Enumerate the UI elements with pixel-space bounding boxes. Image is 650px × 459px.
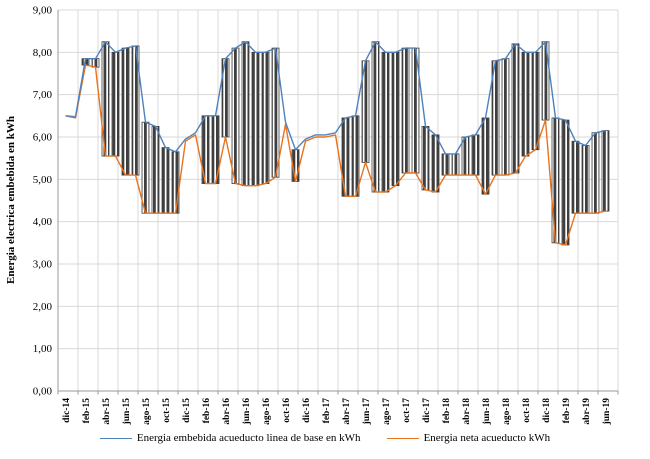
x-tick-label: oct-17	[402, 398, 412, 423]
legend-line-sample-baseline	[99, 437, 132, 439]
updown-bar	[441, 153, 450, 176]
y-axis-title: Energia electrica embebida en kWh	[5, 116, 17, 284]
updown-bar	[171, 151, 180, 214]
axis-labels-layer: 0,00 1,00 2,00 3,00 4,00 5,00 6,00 7,00 8,00 9,00…	[33, 5, 612, 426]
updown-bar	[241, 41, 250, 187]
series-lines-layer	[65, 41, 606, 246]
chart-legend: Energia embebida acueducto linea de base…	[0, 432, 650, 444]
y-tick-label: 6,00	[33, 132, 53, 144]
x-tick-label: oct-16	[282, 398, 292, 423]
x-tick-label: abr-17	[342, 398, 352, 425]
x-tick-label: feb-19	[562, 398, 572, 424]
updown-bar	[151, 126, 160, 214]
y-tick-label: 9,00	[33, 5, 53, 17]
y-tick-label: 4,00	[33, 216, 53, 228]
x-tick-label: dic-17	[422, 398, 432, 423]
x-tick-label: abr-18	[462, 398, 472, 425]
x-tick-label: abr-19	[582, 398, 592, 425]
updown-bars-layer	[81, 41, 610, 246]
updown-bar	[551, 117, 560, 244]
y-tick-label: 7,00	[33, 89, 53, 101]
updown-bar	[451, 153, 460, 176]
updown-bar	[381, 51, 390, 193]
y-tick-label: 3,00	[33, 259, 53, 271]
x-tick-label: feb-18	[442, 398, 452, 424]
updown-bar	[501, 58, 510, 176]
updown-bar	[471, 134, 480, 176]
x-tick-label: oct-18	[522, 398, 532, 423]
x-tick-label: jun-15	[122, 398, 132, 426]
x-tick-label: jun-18	[482, 398, 492, 426]
y-tick-label: 2,00	[33, 301, 53, 313]
x-tick-label: feb-15	[82, 398, 92, 424]
updown-bar	[601, 130, 610, 212]
y-tick-label: 1,00	[33, 343, 53, 355]
x-tick-label: jun-16	[242, 398, 252, 426]
updown-bar	[561, 119, 570, 246]
x-tick-label: abr-16	[222, 398, 232, 425]
updown-bar	[391, 51, 400, 187]
updown-bar	[421, 126, 430, 191]
updown-bar	[401, 47, 410, 174]
legend-item-net: Energia neta acueducto kWh	[386, 432, 551, 444]
updown-bar	[261, 51, 270, 184]
x-tick-label: jun-19	[602, 398, 612, 426]
y-tick-label: 5,00	[33, 174, 53, 186]
x-tick-label: feb-16	[202, 398, 212, 424]
legend-item-baseline: Energia embebida acueducto linea de base…	[99, 432, 361, 444]
x-tick-label: feb-17	[322, 398, 332, 424]
x-tick-label: dic-14	[62, 398, 72, 423]
x-tick-label: dic-16	[302, 398, 312, 423]
updown-bar	[591, 132, 600, 214]
x-tick-label: oct-15	[162, 398, 172, 423]
updown-bar	[461, 136, 470, 176]
x-tick-label: dic-15	[182, 398, 192, 423]
legend-label-net: Energia neta acueducto kWh	[423, 432, 551, 444]
updown-bar	[251, 51, 260, 187]
x-tick-label: ago-17	[382, 398, 392, 425]
updown-bar	[511, 43, 520, 174]
updown-bar	[481, 117, 490, 195]
series-line-baseline	[65, 41, 606, 155]
legend-line-sample-net	[386, 437, 419, 439]
updown-bar	[531, 51, 540, 151]
updown-bar	[521, 51, 530, 157]
updown-bar	[431, 134, 440, 193]
series-line-net	[65, 64, 606, 246]
updown-bar	[571, 140, 580, 214]
legend-label-baseline: Energia embebida acueducto linea de base…	[136, 432, 361, 444]
y-tick-label: 8,00	[33, 47, 53, 59]
x-tick-label: ago-18	[502, 398, 512, 425]
updown-bar	[581, 145, 590, 214]
x-tick-label: ago-15	[142, 398, 152, 425]
updown-bar	[161, 147, 170, 214]
updown-bar	[121, 47, 130, 176]
x-tick-label: ago-16	[262, 398, 272, 425]
axes-layer	[57, 10, 619, 395]
updown-bar	[351, 115, 360, 197]
updown-bar	[111, 51, 120, 157]
updown-bar	[141, 121, 150, 214]
updown-bar	[371, 41, 380, 193]
updown-bar	[541, 41, 550, 121]
y-tick-label: 0,00	[33, 386, 53, 398]
x-tick-label: abr-15	[102, 398, 112, 425]
updown-bar	[231, 47, 240, 184]
x-tick-label: jun-17	[362, 398, 372, 426]
x-tick-label: dic-18	[542, 398, 552, 423]
